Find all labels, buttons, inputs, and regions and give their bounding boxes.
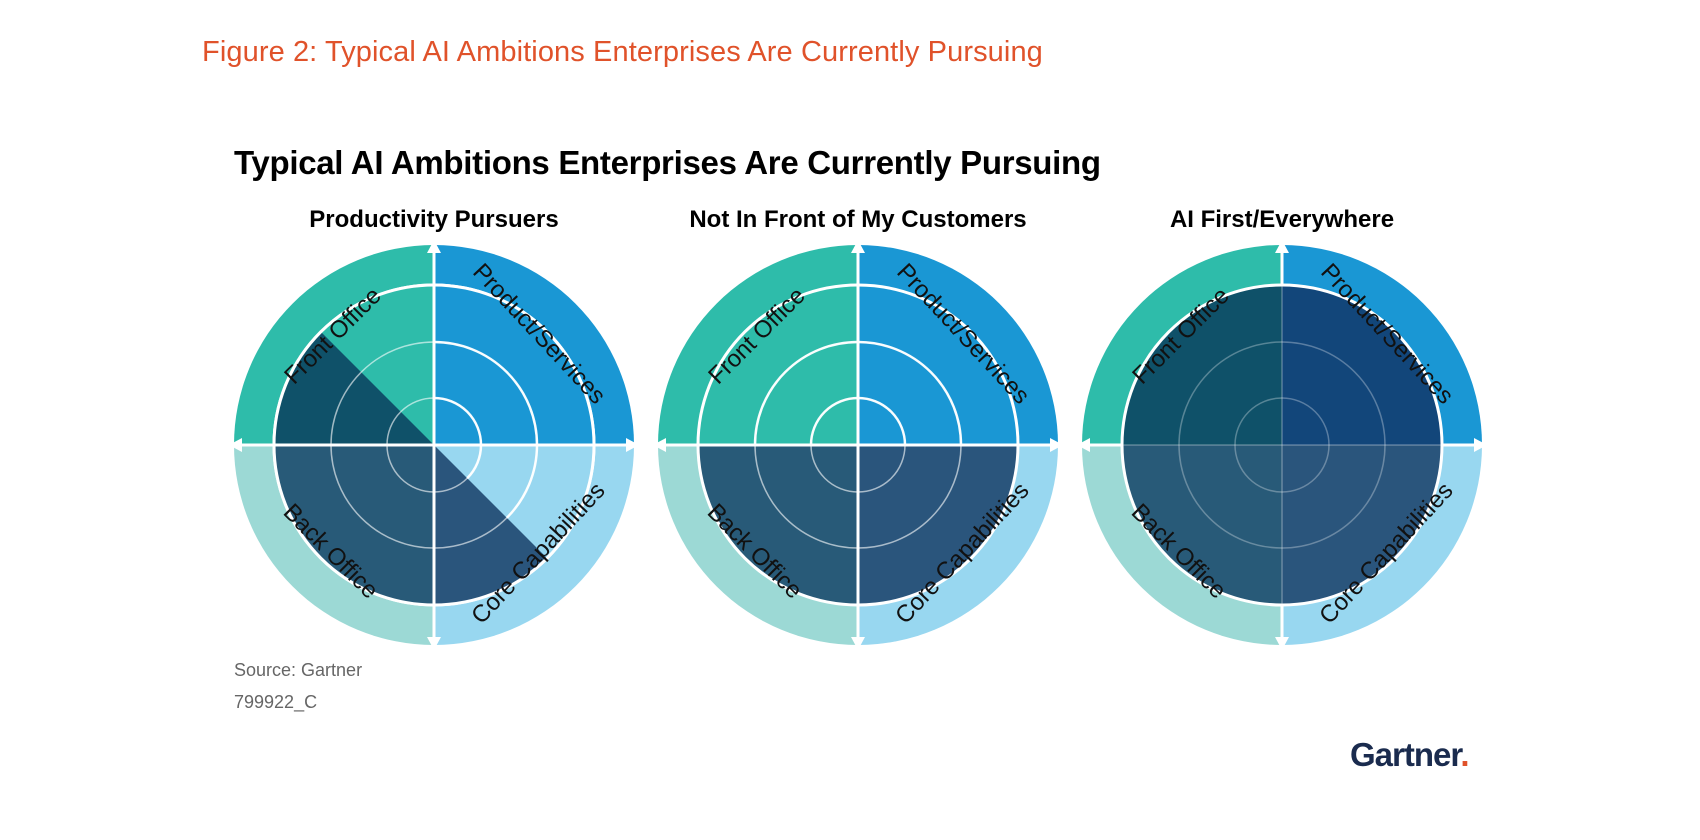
arrow-right-icon [1474,438,1482,452]
diagram-title: Typical AI Ambitions Enterprises Are Cur… [234,144,1101,181]
source-note: Source: Gartner [234,660,363,680]
quadrant-back-office [274,445,434,605]
arrow-left-icon [234,438,242,452]
quadrant-back-office [698,445,858,605]
arrow-up-icon [851,240,865,253]
ai-area-front-office [274,331,434,445]
arrow-right-icon [1050,438,1058,452]
arrow-left-icon [658,438,666,452]
figure-caption: Figure 2: Typical AI Ambitions Enterpris… [202,36,1043,68]
logo-dot: . [1460,736,1469,773]
arrow-down-icon [1275,637,1289,650]
axes [239,250,629,640]
arrow-right-icon [626,438,634,452]
quadrant-product-services [434,285,594,445]
arrow-down-icon [427,637,441,650]
diagram-not-in-front-of-customers: Front Office Product/Services Back Offic… [658,240,1058,650]
quadrant-front-office [1122,285,1282,445]
quadrant-product-services [858,285,1018,445]
arrow-down-icon [851,637,865,650]
panel-title-not-in-front-of-customers: Not In Front of My Customers [689,206,1027,233]
axes [1087,250,1477,640]
logo-text: Gartner [1350,736,1461,773]
diagram-ai-first-everywhere: Front Office Product/Services Back Offic… [1082,240,1482,650]
guide-rings [1122,285,1442,605]
axes [663,250,1053,640]
figure-code: 799922_C [234,692,318,712]
arrow-left-icon [1082,438,1090,452]
quadrant-back-office [1122,445,1282,605]
panel-title-productivity-pursuers: Productivity Pursuers [309,206,559,233]
panel-title-ai-first-everywhere: AI First/Everywhere [1169,206,1395,233]
quadrant-core-capabilities [1282,445,1442,605]
quadrant-product-services [1282,285,1442,445]
quadrant-front-office [698,285,858,445]
ai-area-core-capabilities [434,445,548,605]
arrow-up-icon [1275,240,1289,253]
arrow-up-icon [427,240,441,253]
diagram-productivity-pursuers: Front Office Product/Services Back Offic… [234,240,634,650]
gartner-logo: Gartner. [1350,736,1470,774]
quadrant-core-capabilities [858,445,1018,605]
